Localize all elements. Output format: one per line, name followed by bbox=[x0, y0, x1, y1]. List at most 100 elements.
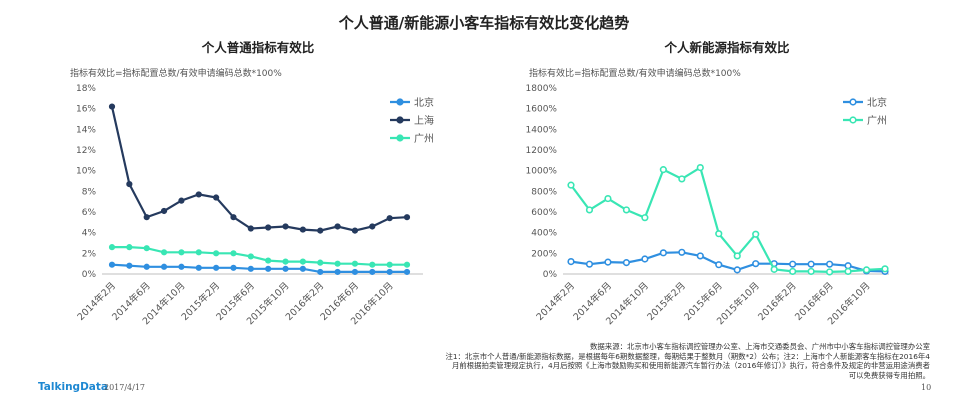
data-point bbox=[567, 258, 575, 266]
y-tick-label: 10% bbox=[76, 167, 96, 177]
legend-label: 北京 bbox=[867, 96, 887, 109]
data-point bbox=[195, 249, 202, 256]
data-point bbox=[844, 267, 852, 276]
legend-marker bbox=[849, 98, 857, 106]
legend-label: 北京 bbox=[414, 96, 434, 109]
data-point bbox=[622, 206, 631, 214]
data-point bbox=[844, 262, 852, 270]
data-point bbox=[733, 266, 741, 274]
data-point bbox=[334, 268, 341, 276]
data-point bbox=[585, 206, 594, 214]
data-point bbox=[386, 261, 393, 268]
data-point bbox=[641, 255, 649, 263]
data-point bbox=[317, 268, 324, 276]
y-tick-label: 1800% bbox=[526, 84, 558, 94]
data-point bbox=[351, 260, 359, 267]
y-tick-label: 18% bbox=[76, 84, 96, 94]
data-point bbox=[178, 263, 185, 270]
data-point bbox=[195, 191, 202, 198]
note-line: 注1：北京市个人普通/新能源指标数据，是根据每年6期数据整理，每期结果于整数月（… bbox=[445, 351, 930, 361]
talkingdata-logo: TalkingData bbox=[38, 381, 108, 393]
data-point bbox=[334, 223, 341, 230]
y-tick-label: 0% bbox=[82, 270, 97, 280]
legend-marker bbox=[396, 134, 404, 142]
data-point bbox=[678, 248, 686, 256]
legend-label: 广州 bbox=[414, 133, 434, 145]
notes: 数据来源：北京市小客车指标调控管理办公室、上海市交通委员会、广州市中小客车指标调… bbox=[290, 342, 930, 380]
y-tick-label: 14% bbox=[76, 125, 96, 135]
data-point bbox=[126, 181, 133, 188]
data-point bbox=[752, 260, 760, 268]
data-point bbox=[351, 227, 359, 234]
data-point bbox=[282, 258, 289, 265]
y-tick-label: 8% bbox=[82, 187, 97, 197]
data-point bbox=[265, 257, 272, 264]
formula-label: 指标有效比=指标配置总数/有效申请编码总数*100% bbox=[70, 67, 282, 79]
source-note: 数据来源：北京市小客车指标调控管理办公室、上海市交通委员会、广州市中小客车指标调… bbox=[590, 342, 930, 351]
data-point bbox=[604, 258, 612, 266]
page-title: 个人普通/新能源小客车指标有效比变化趋势 bbox=[338, 14, 630, 32]
data-point bbox=[317, 227, 324, 234]
legend-label: 广州 bbox=[867, 115, 887, 127]
data-point bbox=[369, 223, 376, 230]
data-point bbox=[369, 261, 376, 268]
data-point bbox=[282, 223, 289, 230]
y-tick-label: 1200% bbox=[526, 146, 558, 156]
data-point bbox=[160, 207, 168, 215]
chart-new-energy-quota: 个人新能源指标有效比指标有效比=指标配置总数/有效申请编码总数*100%0%20… bbox=[526, 40, 889, 327]
data-point bbox=[160, 263, 168, 270]
data-point bbox=[678, 175, 686, 183]
data-point bbox=[622, 259, 631, 267]
data-point bbox=[881, 265, 889, 273]
data-point bbox=[213, 194, 220, 201]
y-tick-label: 1400% bbox=[526, 125, 558, 135]
data-point bbox=[213, 264, 220, 271]
y-tick-label: 1000% bbox=[526, 167, 558, 177]
data-point bbox=[334, 260, 341, 267]
data-point bbox=[696, 252, 704, 260]
data-point bbox=[160, 249, 168, 256]
data-point bbox=[247, 225, 254, 232]
data-point bbox=[567, 181, 575, 189]
data-point bbox=[807, 260, 815, 268]
formula-label: 指标有效比=指标配置总数/有效申请编码总数*100% bbox=[529, 67, 741, 79]
data-point bbox=[789, 267, 797, 276]
data-point bbox=[351, 268, 359, 276]
y-tick-label: 0% bbox=[543, 270, 558, 280]
data-point bbox=[247, 253, 254, 260]
x-tick-label: 2015年2月 bbox=[645, 280, 688, 323]
data-point bbox=[178, 249, 185, 256]
data-point bbox=[178, 197, 185, 204]
data-point bbox=[143, 245, 150, 252]
data-point bbox=[265, 265, 272, 272]
data-point bbox=[126, 262, 133, 269]
data-point bbox=[825, 260, 834, 268]
data-point bbox=[825, 268, 834, 276]
data-point bbox=[195, 264, 202, 271]
data-point bbox=[659, 249, 667, 257]
data-point bbox=[369, 268, 376, 276]
data-point bbox=[752, 230, 760, 238]
data-point bbox=[213, 250, 220, 257]
footer-date: 2017/4/17 bbox=[104, 383, 146, 392]
series-line bbox=[111, 263, 407, 273]
data-point bbox=[108, 261, 116, 268]
data-point bbox=[386, 215, 393, 222]
series-line bbox=[110, 106, 408, 232]
data-point bbox=[386, 268, 393, 276]
data-point bbox=[715, 230, 723, 238]
y-tick-label: 12% bbox=[76, 146, 96, 156]
x-tick-label: 2014年2月 bbox=[534, 280, 577, 323]
y-tick-label: 1600% bbox=[526, 105, 558, 115]
data-point bbox=[807, 267, 815, 276]
data-point bbox=[126, 244, 133, 251]
y-tick-label: 4% bbox=[82, 229, 97, 239]
data-point bbox=[403, 214, 411, 221]
y-tick-label: 400% bbox=[531, 229, 557, 239]
note-line: 可以免费获得专用拍照。 bbox=[848, 370, 930, 380]
chart-title: 个人新能源指标有效比 bbox=[663, 40, 790, 55]
y-tick-label: 600% bbox=[531, 208, 557, 218]
chart-title: 个人普通指标有效比 bbox=[201, 40, 315, 55]
data-point bbox=[299, 258, 306, 265]
